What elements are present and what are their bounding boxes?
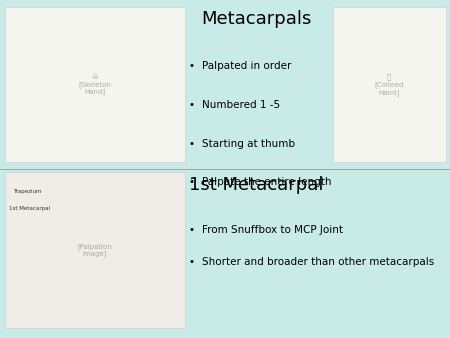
Text: Numbered 1 -5: Numbered 1 -5 — [202, 100, 281, 110]
Text: [Palpation
Image]: [Palpation Image] — [77, 243, 112, 257]
Text: 1st Metacarpal: 1st Metacarpal — [9, 206, 50, 211]
Text: •: • — [189, 100, 195, 110]
Text: Shorter and broader than other metacarpals: Shorter and broader than other metacarpa… — [202, 257, 435, 267]
FancyBboxPatch shape — [333, 7, 446, 162]
Text: Palpate the entire length: Palpate the entire length — [202, 177, 332, 188]
FancyBboxPatch shape — [4, 7, 184, 162]
Text: 🖐
[Colored
Hand]: 🖐 [Colored Hand] — [374, 73, 404, 96]
Text: •: • — [189, 61, 195, 71]
Text: From Snuffbox to MCP Joint: From Snuffbox to MCP Joint — [202, 225, 343, 235]
Text: •: • — [189, 257, 195, 267]
Text: Trapezium: Trapezium — [14, 189, 42, 194]
Text: Starting at thumb: Starting at thumb — [202, 139, 296, 149]
Text: •: • — [189, 139, 195, 149]
FancyBboxPatch shape — [4, 172, 184, 328]
Text: Metacarpals: Metacarpals — [201, 10, 312, 28]
Text: 1st Metacarpal: 1st Metacarpal — [189, 176, 324, 194]
Text: •: • — [189, 225, 195, 235]
Text: •: • — [189, 177, 195, 188]
Text: ☠
[Skeleton
Hand]: ☠ [Skeleton Hand] — [78, 74, 111, 95]
Text: Palpated in order: Palpated in order — [202, 61, 292, 71]
